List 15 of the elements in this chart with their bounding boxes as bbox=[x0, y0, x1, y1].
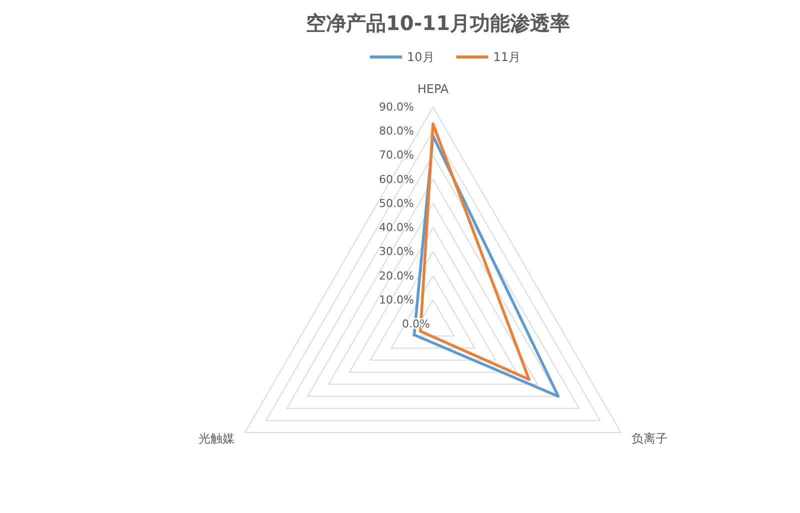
spoke-label: 光触媒 bbox=[198, 432, 235, 446]
legend-label: 10月 bbox=[407, 50, 434, 64]
y-tick-label: 10.0% bbox=[379, 293, 414, 306]
y-tick-label: 30.0% bbox=[379, 245, 414, 258]
y-tick-label: 80.0% bbox=[379, 124, 414, 138]
chart-title: 空净产品10-11月功能渗透率 bbox=[306, 11, 570, 35]
spoke-label: HEPA bbox=[417, 82, 450, 96]
y-tick-label: 40.0% bbox=[379, 221, 414, 234]
legend-label: 11月 bbox=[493, 50, 521, 64]
y-tick-label: 90.0% bbox=[379, 100, 414, 114]
y-tick-label: 50.0% bbox=[379, 196, 414, 210]
y-tick-label: 70.0% bbox=[379, 148, 414, 162]
spoke-label: 负离子 bbox=[631, 432, 668, 446]
y-tick-label: 20.0% bbox=[379, 269, 414, 282]
y-tick-label: 60.0% bbox=[379, 172, 414, 186]
